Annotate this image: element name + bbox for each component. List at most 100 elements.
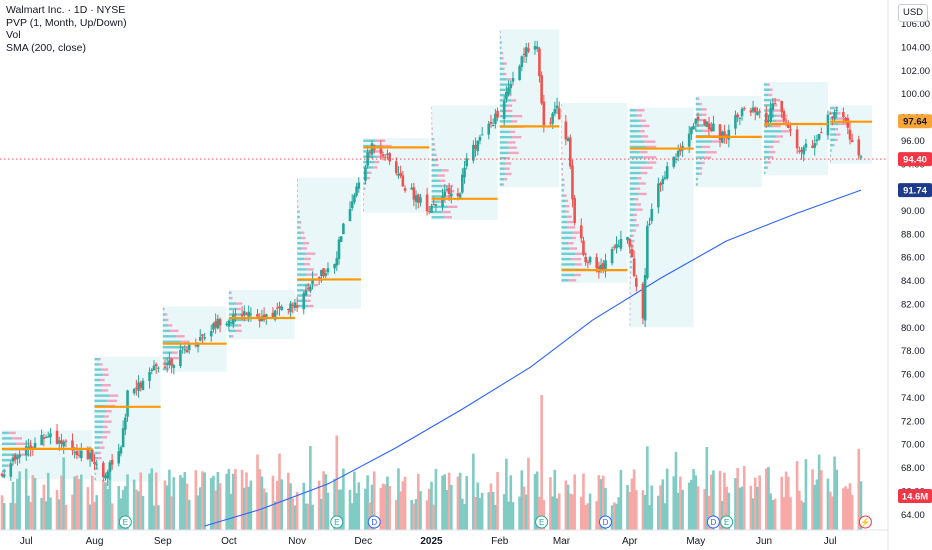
price-tick-label: 102.00 [901,66,930,77]
candle-body [551,113,554,124]
candle-body [126,390,129,417]
volume-bar [522,486,526,530]
profile-row-up [561,204,566,208]
profile-row-down [630,281,631,285]
volume-bar [368,502,372,530]
profile-row-up [228,329,237,333]
profile-row-down [104,415,109,418]
volume-bar [511,502,515,530]
profile-row-down [305,299,311,302]
candle-body [758,111,761,113]
profile-row-up [431,148,435,151]
profile-row-down [702,145,711,149]
profile-row-up [94,446,100,449]
candle-body [427,211,431,213]
profile-row-up [561,167,563,171]
profile-row-down [236,307,241,311]
candle-body [617,246,621,248]
time-axis[interactable]: Jul Aug Sep Oct Nov Dec 2025 Feb Mar Apr May Jun Jul [0,529,888,547]
profile-row-down [636,114,642,117]
profile-row-up [695,151,706,154]
volume-bar [461,498,464,530]
volume-bar [564,480,568,530]
volume-bar [489,483,493,530]
candle-body [135,387,138,389]
volume-bar [441,475,444,530]
profile-row-down [705,151,717,154]
event-markers[interactable]: E E D E D D E ⚡ [118,515,872,529]
profile-row-down [629,307,631,311]
volume-bar [800,500,803,530]
profile-row-down [302,242,310,245]
profile-row-down [769,145,774,149]
profile-row-down [106,399,117,403]
candle-body [256,313,259,317]
candle-body [727,129,731,140]
candle-body [815,139,819,142]
profile-row-up [629,192,639,196]
profile-row-down [109,394,119,397]
candle-body [280,306,284,311]
profile-row-up [629,286,631,290]
volume-bar [463,504,466,530]
volume-bar [106,488,110,530]
candle-body [348,209,352,222]
profile-row-down [771,98,781,102]
volume-bar [271,475,275,530]
profile-row-up [764,104,773,107]
volume-bar [707,495,711,530]
volume-bar [742,465,746,530]
volume-bar [249,480,253,530]
profile-row-down [306,273,318,276]
candle-body [364,167,367,181]
profile-row-down [442,184,454,188]
candle-body [339,236,343,242]
price-axis[interactable]: 64.0066.0068.0070.0072.0074.0076.0078.00… [887,0,930,550]
legend-symbol[interactable]: Walmart Inc. · 1D · NYSE [6,4,126,16]
volume-bar [311,504,314,530]
legend-sma[interactable]: SMA (200, close) [6,41,86,54]
candle-body [674,158,678,160]
volume-bar [40,498,43,530]
profile-row-up [297,205,298,208]
volume-bar [141,495,145,530]
profile-row-up [363,182,366,185]
currency-button[interactable]: USD [898,4,928,22]
candle-body [249,313,253,315]
volume-bar [218,483,222,530]
candle-body [661,178,665,185]
profile-row-up [499,36,501,39]
profile-row-up [499,30,501,34]
profile-row-up [561,231,573,234]
volume-bar [11,481,15,530]
candle-body [718,124,722,140]
candle-body [789,129,792,131]
profile-row-down [165,313,168,316]
profile-row-down [230,291,232,294]
volume-bar [820,470,823,530]
candle-body [337,239,341,260]
profile-row-up [629,281,631,285]
profile-row-up [695,129,703,133]
profile-row-down [102,430,111,434]
volume-bar [833,456,836,530]
candle-body [2,474,6,477]
profile-row-up [297,273,307,276]
profile-row-down [508,146,517,149]
volume-bar [148,473,151,530]
profile-row-up [499,151,509,155]
candle-body [148,372,151,381]
profile-row-up [431,179,440,183]
legend-vol[interactable]: Vol [6,29,21,41]
candle-body [410,187,413,190]
volume-bar [302,482,306,530]
legend-pvp[interactable]: PVP (1, Month, Up/Down) [6,16,127,29]
candle-body [703,119,706,125]
profile-row-down [572,231,580,234]
profile-row-down [297,205,299,208]
profile-row-up [499,141,508,144]
candle-body [170,358,173,366]
profile-row-up [431,137,433,141]
candle-body [306,287,310,289]
